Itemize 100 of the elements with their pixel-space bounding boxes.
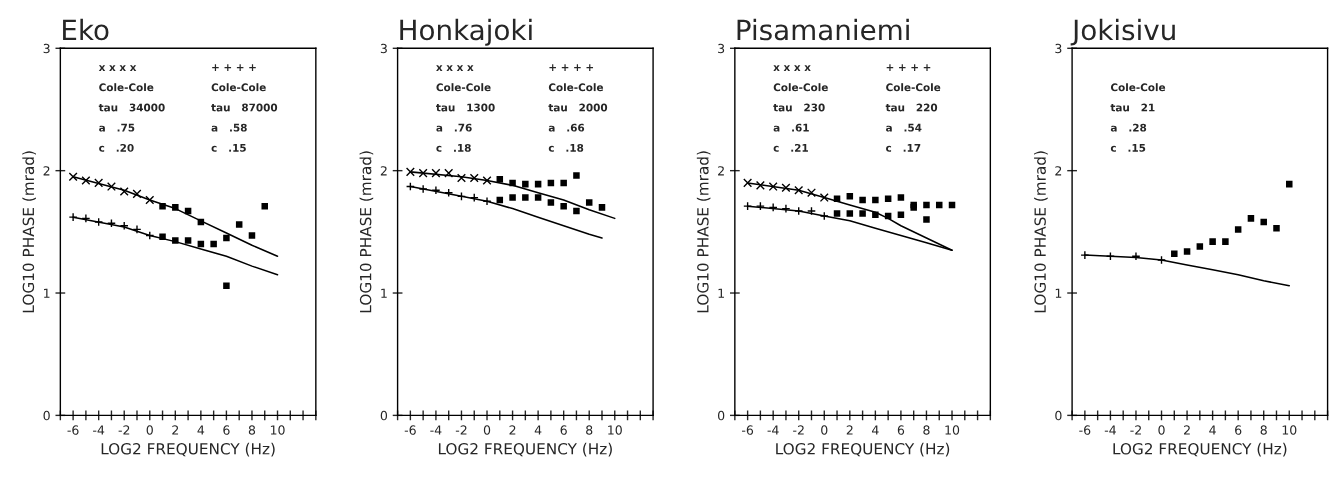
chart-title: Jokisivu [1070, 18, 1175, 46]
x-tick-label: -4 [430, 425, 442, 435]
line-series [72, 216, 279, 276]
annotation: a .76 [436, 123, 472, 132]
point [431, 168, 441, 178]
point [1196, 243, 1204, 250]
line-series [72, 176, 279, 258]
point [172, 237, 179, 244]
x-tick-label: 4 [197, 425, 205, 435]
point [1234, 226, 1242, 233]
point [482, 175, 492, 185]
point [1286, 180, 1293, 188]
x-tick-label: 4 [1209, 425, 1216, 435]
x-axis-title: LOG2 FREQUENCY (Hz) [1113, 442, 1287, 457]
x-tick-label: -4 [1104, 425, 1116, 435]
y-tick-label: 2 [718, 166, 724, 176]
x-tick-label: 2 [846, 425, 853, 435]
line-series [409, 185, 603, 239]
point [469, 173, 479, 183]
annotation: a .28 [1110, 123, 1147, 132]
annotation: c .18 [548, 143, 584, 152]
annotation: + + + + [886, 64, 931, 71]
point [509, 194, 516, 201]
annotation: c .21 [773, 143, 808, 152]
annotation: c .15 [211, 144, 246, 152]
y-tick-label: 0 [718, 410, 725, 421]
x-axis-title: LOG2 FREQUENCY (Hz) [101, 442, 275, 457]
x-tick-label: 8 [586, 425, 593, 435]
annotation: tau 220 [885, 103, 938, 112]
point [1183, 248, 1191, 255]
annotation: tau 2000 [548, 103, 608, 112]
x-tick-label: 10 [608, 425, 622, 435]
annotation: a .66 [548, 123, 585, 132]
point [859, 210, 866, 217]
point [859, 196, 866, 204]
point [833, 210, 841, 217]
x-tick-label: 0 [483, 425, 491, 435]
y-tick-label: 1 [1055, 288, 1062, 298]
point [573, 207, 580, 215]
x-tick-label: 0 [146, 425, 153, 435]
x-tick-label: -6 [742, 425, 754, 435]
annotation: c .17 [886, 144, 921, 152]
x-tick-label: 8 [248, 425, 256, 435]
point [119, 186, 129, 196]
y-axis-title: LOG10 PHASE (mrad) [1034, 151, 1048, 313]
annotation: Cole-Cole [886, 83, 941, 92]
point [456, 173, 466, 183]
point [235, 221, 243, 228]
annotation: + + + + [212, 64, 256, 71]
annotation: x x x x [436, 65, 474, 71]
x-tick-label: -6 [67, 425, 79, 435]
y-tick-label: 1 [381, 288, 387, 298]
point [547, 199, 555, 206]
point [819, 193, 829, 203]
y-axis-title: LOG10 PHASE (mrad) [359, 151, 374, 313]
point [897, 194, 905, 201]
point [1209, 238, 1216, 245]
point [846, 193, 854, 200]
annotation: c .15 [1110, 144, 1146, 152]
point [560, 179, 567, 187]
point [598, 204, 606, 211]
annotation: a .61 [773, 123, 809, 132]
x-tick-label: 6 [223, 425, 230, 435]
point [223, 234, 230, 242]
point [585, 199, 593, 206]
point [405, 167, 415, 177]
point [534, 194, 542, 201]
point [145, 195, 155, 205]
point [781, 183, 791, 193]
x-tick-label: 6 [1235, 425, 1242, 435]
x-tick-label: 10 [270, 425, 285, 435]
annotation: Cole-Cole [436, 83, 491, 92]
point [81, 175, 91, 185]
x-tick-label: 8 [923, 425, 930, 435]
chart-title: Pisamaniemi [737, 18, 909, 41]
x-tick-label: -4 [767, 425, 779, 435]
x-tick-label: -2 [118, 425, 130, 435]
y-tick-label: 2 [43, 166, 50, 176]
point [132, 189, 142, 199]
point [897, 211, 905, 218]
point [68, 172, 78, 182]
y-tick-label: 1 [44, 288, 50, 298]
point [418, 168, 428, 178]
y-tick-label: 3 [718, 43, 725, 54]
point [573, 172, 580, 179]
annotation: Cole-Cole [1110, 83, 1166, 92]
point [223, 282, 230, 289]
x-tick-label: 2 [172, 425, 179, 435]
annotation: x x x x [773, 65, 811, 71]
point [794, 185, 804, 195]
x-tick-label: -4 [93, 425, 105, 435]
y-tick-label: 2 [380, 166, 387, 176]
x-tick-label: -6 [404, 425, 416, 435]
x-tick-label: 10 [945, 425, 960, 435]
point [1260, 218, 1267, 226]
point [755, 180, 765, 190]
annotation: c .20 [99, 143, 134, 152]
point [444, 168, 454, 178]
y-axis-title: LOG10 PHASE (mrad) [22, 151, 36, 313]
point [806, 206, 816, 216]
